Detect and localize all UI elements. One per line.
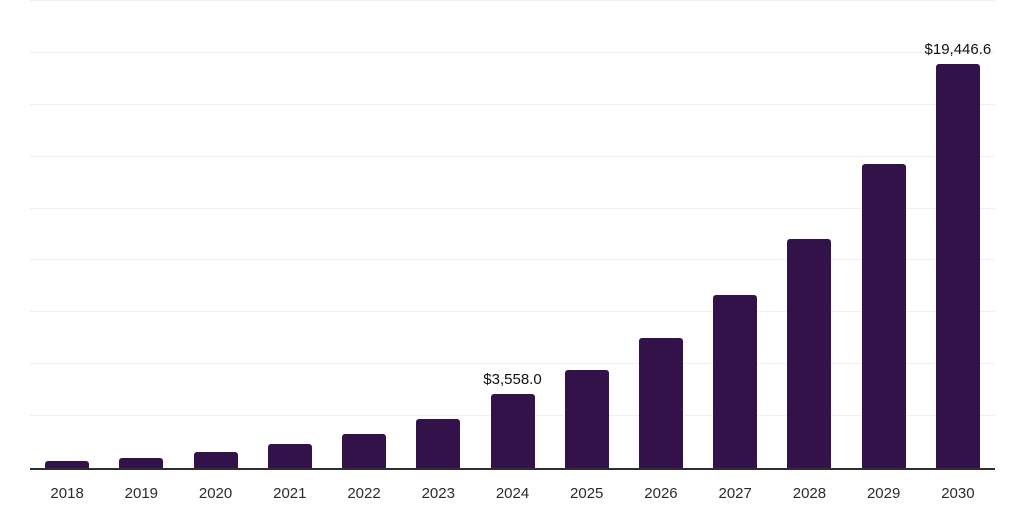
x-tick-label-2028: 2028 bbox=[792, 485, 827, 502]
bar-2019 bbox=[119, 457, 164, 468]
bar-2026 bbox=[638, 337, 683, 468]
gridline-5000 bbox=[30, 363, 995, 365]
bar-2023 bbox=[416, 418, 461, 468]
bar-2020 bbox=[193, 452, 238, 468]
x-tick-label-2022: 2022 bbox=[347, 485, 381, 502]
bar-2030 bbox=[935, 64, 980, 468]
x-tick-label-2025: 2025 bbox=[570, 485, 604, 502]
x-tick-label-2021: 2021 bbox=[273, 485, 307, 502]
bar-2027 bbox=[713, 295, 758, 468]
x-tick-label-2018: 2018 bbox=[50, 485, 84, 502]
x-axis-line bbox=[30, 468, 995, 470]
bar-2025 bbox=[564, 370, 609, 468]
x-tick-label-2026: 2026 bbox=[644, 485, 678, 502]
x-tick-label-2030: 2030 bbox=[941, 485, 975, 502]
bar-2021 bbox=[267, 443, 312, 468]
gridline-15000 bbox=[30, 155, 995, 157]
plot-area: $3,558.0 $19,446.6 bbox=[30, 0, 995, 468]
gridline-22500 bbox=[30, 0, 995, 1]
gridline-10000 bbox=[30, 259, 995, 261]
bar-2018 bbox=[45, 460, 90, 468]
x-tick-label-2023: 2023 bbox=[421, 485, 455, 502]
bar-2028 bbox=[787, 238, 832, 468]
x-tick-label-2019: 2019 bbox=[124, 485, 159, 502]
x-tick-label-2020: 2020 bbox=[198, 485, 233, 502]
x-tick-label-2024: 2024 bbox=[495, 485, 530, 502]
x-tick-label-2029: 2029 bbox=[866, 485, 901, 502]
bar-value-label-2030: $19,446.6 bbox=[924, 41, 992, 59]
x-tick-label-2027: 2027 bbox=[718, 485, 752, 502]
bar-2022 bbox=[342, 434, 387, 468]
gridline-17500 bbox=[30, 103, 995, 105]
bar-value-label-2024: $3,558.0 bbox=[483, 371, 542, 389]
gridline-20000 bbox=[30, 51, 995, 53]
gridline-7500 bbox=[30, 311, 995, 313]
bar-2024 bbox=[490, 394, 535, 468]
x-axis-labels: 2018 2019 2020 2021 2022 2023 2024 2025 2026 2027… bbox=[0, 485, 1024, 505]
bar-2029 bbox=[861, 163, 906, 468]
gridline-12500 bbox=[30, 207, 995, 209]
